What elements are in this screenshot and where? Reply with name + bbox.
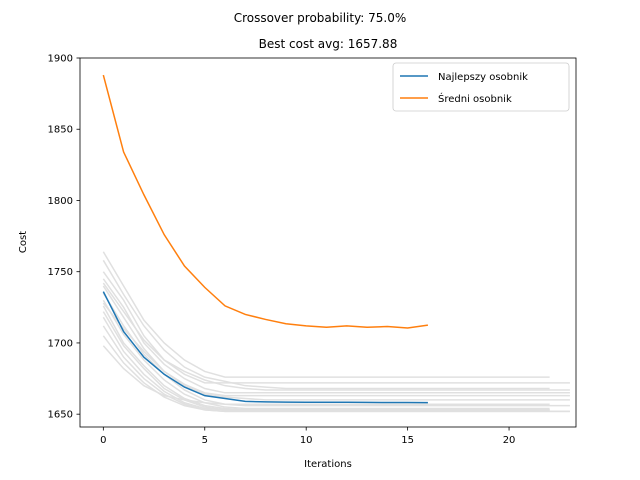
y-ticks: 1650 1700 1750 1800 1850 1900 <box>48 54 80 421</box>
background-run-5 <box>102 292 570 407</box>
background-run-2 <box>102 271 570 384</box>
background-runs <box>102 251 570 413</box>
background-run-12 <box>102 345 550 405</box>
y-tick-label: 1900 <box>48 54 73 65</box>
x-tick-label: 10 <box>300 435 313 446</box>
series-line-best <box>102 291 428 404</box>
y-tick-label: 1700 <box>48 338 73 349</box>
x-tick-label: 20 <box>503 435 516 446</box>
series-line-mean <box>102 74 429 329</box>
legend-label-mean: Średni osobnik <box>438 92 512 105</box>
plot-frame <box>79 57 577 428</box>
background-run-10 <box>102 325 570 413</box>
legend: Najlepszy osobnik Średni osobnik <box>392 62 570 112</box>
y-axis-title: Cost <box>18 231 29 253</box>
legend-box <box>392 62 570 112</box>
background-run-6 <box>102 299 550 410</box>
chart-suptitle: Crossover probability: 75.0% <box>234 11 407 25</box>
background-run-0 <box>102 251 550 378</box>
background-run-1 <box>102 259 550 390</box>
background-run-4 <box>102 285 570 401</box>
x-tick-label: 0 <box>100 435 106 446</box>
y-tick-label: 1750 <box>48 267 73 278</box>
x-tick-label: 15 <box>401 435 414 446</box>
series-lines <box>102 74 429 404</box>
x-tick-label: 5 <box>202 435 208 446</box>
x-axis-title: Iterations <box>304 459 352 470</box>
chart-title: Best cost avg: 1657.88 <box>259 37 398 51</box>
legend-label-best: Najlepszy osobnik <box>438 72 528 83</box>
background-run-11 <box>102 335 570 413</box>
y-tick-label: 1850 <box>48 125 73 136</box>
background-run-3 <box>102 278 570 394</box>
y-tick-label: 1800 <box>48 196 73 207</box>
y-tick-label: 1650 <box>48 410 73 421</box>
background-run-13 <box>102 282 570 391</box>
background-run-14 <box>102 302 570 397</box>
x-ticks: 0 5 10 15 20 <box>100 427 515 446</box>
